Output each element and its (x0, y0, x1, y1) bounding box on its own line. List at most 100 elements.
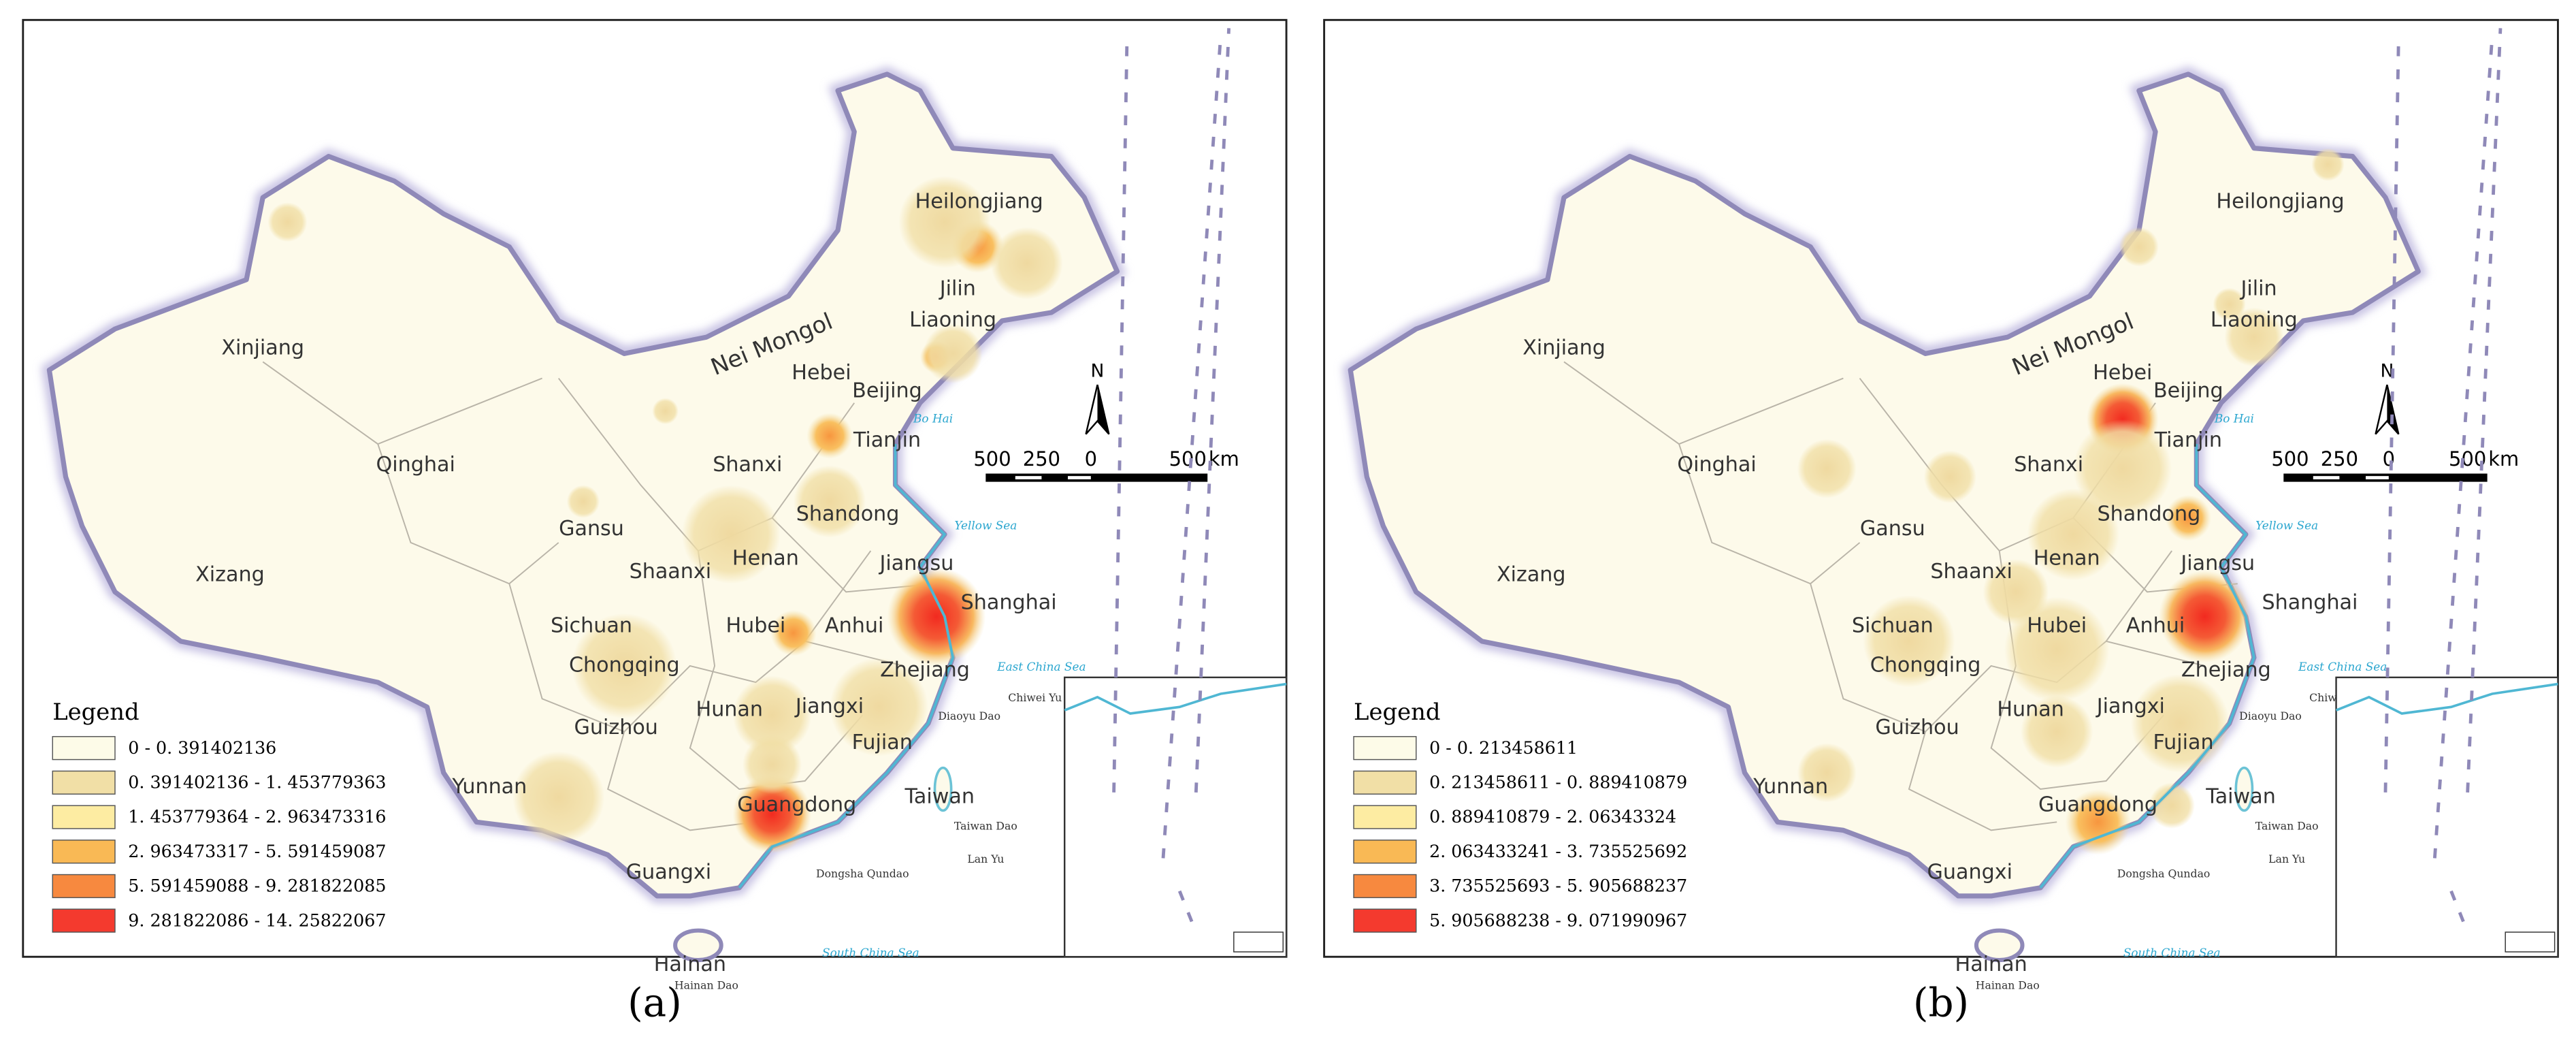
sea-label: East China Sea (996, 660, 1086, 673)
density-hotspot (990, 227, 1063, 300)
province-boundary (262, 361, 542, 445)
scale-label: 500 (2271, 447, 2309, 470)
province-label: Hebei (792, 361, 851, 385)
sea-label: Yellow Sea (2255, 518, 2318, 532)
taiwan-island (2234, 766, 2254, 812)
sea-label: South China Sea (822, 946, 919, 959)
density-hotspot (2213, 287, 2246, 321)
island-label: Lan Yu (2268, 852, 2305, 865)
scale-label: 0 (2383, 447, 2395, 470)
legend-swatch (52, 805, 116, 829)
province-boundary (689, 550, 864, 790)
province-label: Hubei (725, 614, 785, 638)
province-label: Gansu (1860, 517, 1925, 541)
density-hotspot (2158, 570, 2251, 663)
province-label: Guizhou (1875, 716, 1959, 739)
province-label: Jilin (939, 277, 976, 301)
density-hotspot (1863, 595, 1955, 688)
province-label: Hunan (1997, 698, 2064, 722)
legend-swatch (1353, 840, 1417, 864)
sea-label: Bo Hai (2214, 411, 2254, 425)
density-hotspot (732, 774, 812, 854)
province-label: Jiangsu (879, 552, 954, 575)
density-hotspot (743, 735, 802, 795)
island-label: Dongsha Qundao (816, 867, 909, 880)
legend-label: 5. 591459088 - 9. 281822085 (128, 876, 386, 896)
hainan-island (673, 928, 723, 963)
inset-map (1064, 676, 1288, 958)
scale-bar-segment (2366, 476, 2389, 479)
province-boundary (377, 443, 559, 585)
density-hotspot (2065, 789, 2131, 855)
inset-boundary (1177, 890, 1198, 933)
north-label: N (1091, 360, 1105, 381)
density-hotspot (2027, 488, 2119, 581)
province-label: Shaanxi (630, 560, 712, 584)
density-hotspot (793, 465, 866, 538)
legend-swatch (1353, 770, 1417, 795)
province-label: Guangxi (1927, 861, 2012, 884)
province-label: Henan (732, 547, 799, 571)
province-label: Sichuan (1852, 614, 1934, 638)
density-hotspot (770, 609, 817, 656)
legend-label: 0 - 0. 391402136 (128, 737, 276, 758)
density-hotspot (887, 567, 986, 666)
province-label: Heilongjiang (915, 190, 1043, 214)
density-hotspot (572, 613, 677, 719)
province-label: Zhejiang (2181, 658, 2271, 682)
province-label: Sichuan (551, 614, 632, 638)
province-label: Xizang (1497, 563, 1566, 587)
province-label: Tianjin (853, 428, 921, 452)
density-hotspot (1797, 438, 1857, 498)
province-label: Jiangxi (2096, 694, 2165, 718)
density-hotspot (1923, 450, 1976, 503)
inset-map (2335, 676, 2559, 958)
province-label: Anhui (2126, 614, 2185, 638)
province-label: Guizhou (574, 716, 658, 739)
legend-swatch (52, 736, 116, 761)
province-label: Shanghai (961, 591, 1057, 615)
province-boundary (1563, 361, 1844, 445)
province-label: Shanxi (713, 453, 782, 477)
province-label: Jiangsu (2179, 552, 2255, 575)
province-label: Henan (2034, 547, 2100, 571)
legend-swatch (1353, 736, 1417, 761)
inset-boundary (2449, 890, 2469, 933)
legend-swatch (1353, 908, 1417, 933)
province-label: Xinjiang (1522, 336, 1605, 360)
province-label: Yunnan (451, 775, 527, 799)
density-hotspot (681, 485, 781, 584)
scale-bar-segment (2313, 476, 2340, 479)
legend-swatch (52, 874, 116, 899)
province-label: Jilin (2240, 277, 2277, 301)
province-boundary (606, 731, 756, 831)
density-hotspot (2073, 419, 2172, 518)
province-boundary (804, 550, 872, 642)
density-hotspot (2021, 695, 2093, 768)
sea-label: Bo Hai (913, 411, 953, 425)
taiwan-island (933, 766, 953, 812)
legend-label: 2. 963473317 - 5. 591459087 (128, 841, 386, 861)
north-label: N (2380, 360, 2394, 381)
province-label: Guangxi (626, 861, 711, 884)
province-label: Liaoning (909, 308, 996, 332)
island-label: Hainan Dao (674, 979, 738, 992)
density-hotspot (1797, 743, 1857, 803)
scale-label: 500 (973, 447, 1011, 470)
island-label: Diaoyu Dao (938, 709, 1000, 722)
province-label: Guangdong (737, 793, 856, 817)
coastline (2039, 444, 2255, 889)
scale-label: 500 (1169, 447, 1207, 470)
island-label: Diaoyu Dao (2239, 709, 2302, 722)
coastline (738, 444, 955, 889)
island-label: Chiwei Yu (1008, 691, 1062, 704)
province-label: Hainan (654, 953, 726, 976)
island-label: Dongsha Qundao (2117, 867, 2211, 880)
province-label: Fujian (852, 731, 913, 754)
density-hotspot (2165, 494, 2212, 541)
scale-label: 0 (1085, 447, 1097, 470)
legend-label: 0 - 0. 213458611 (1429, 737, 1578, 758)
